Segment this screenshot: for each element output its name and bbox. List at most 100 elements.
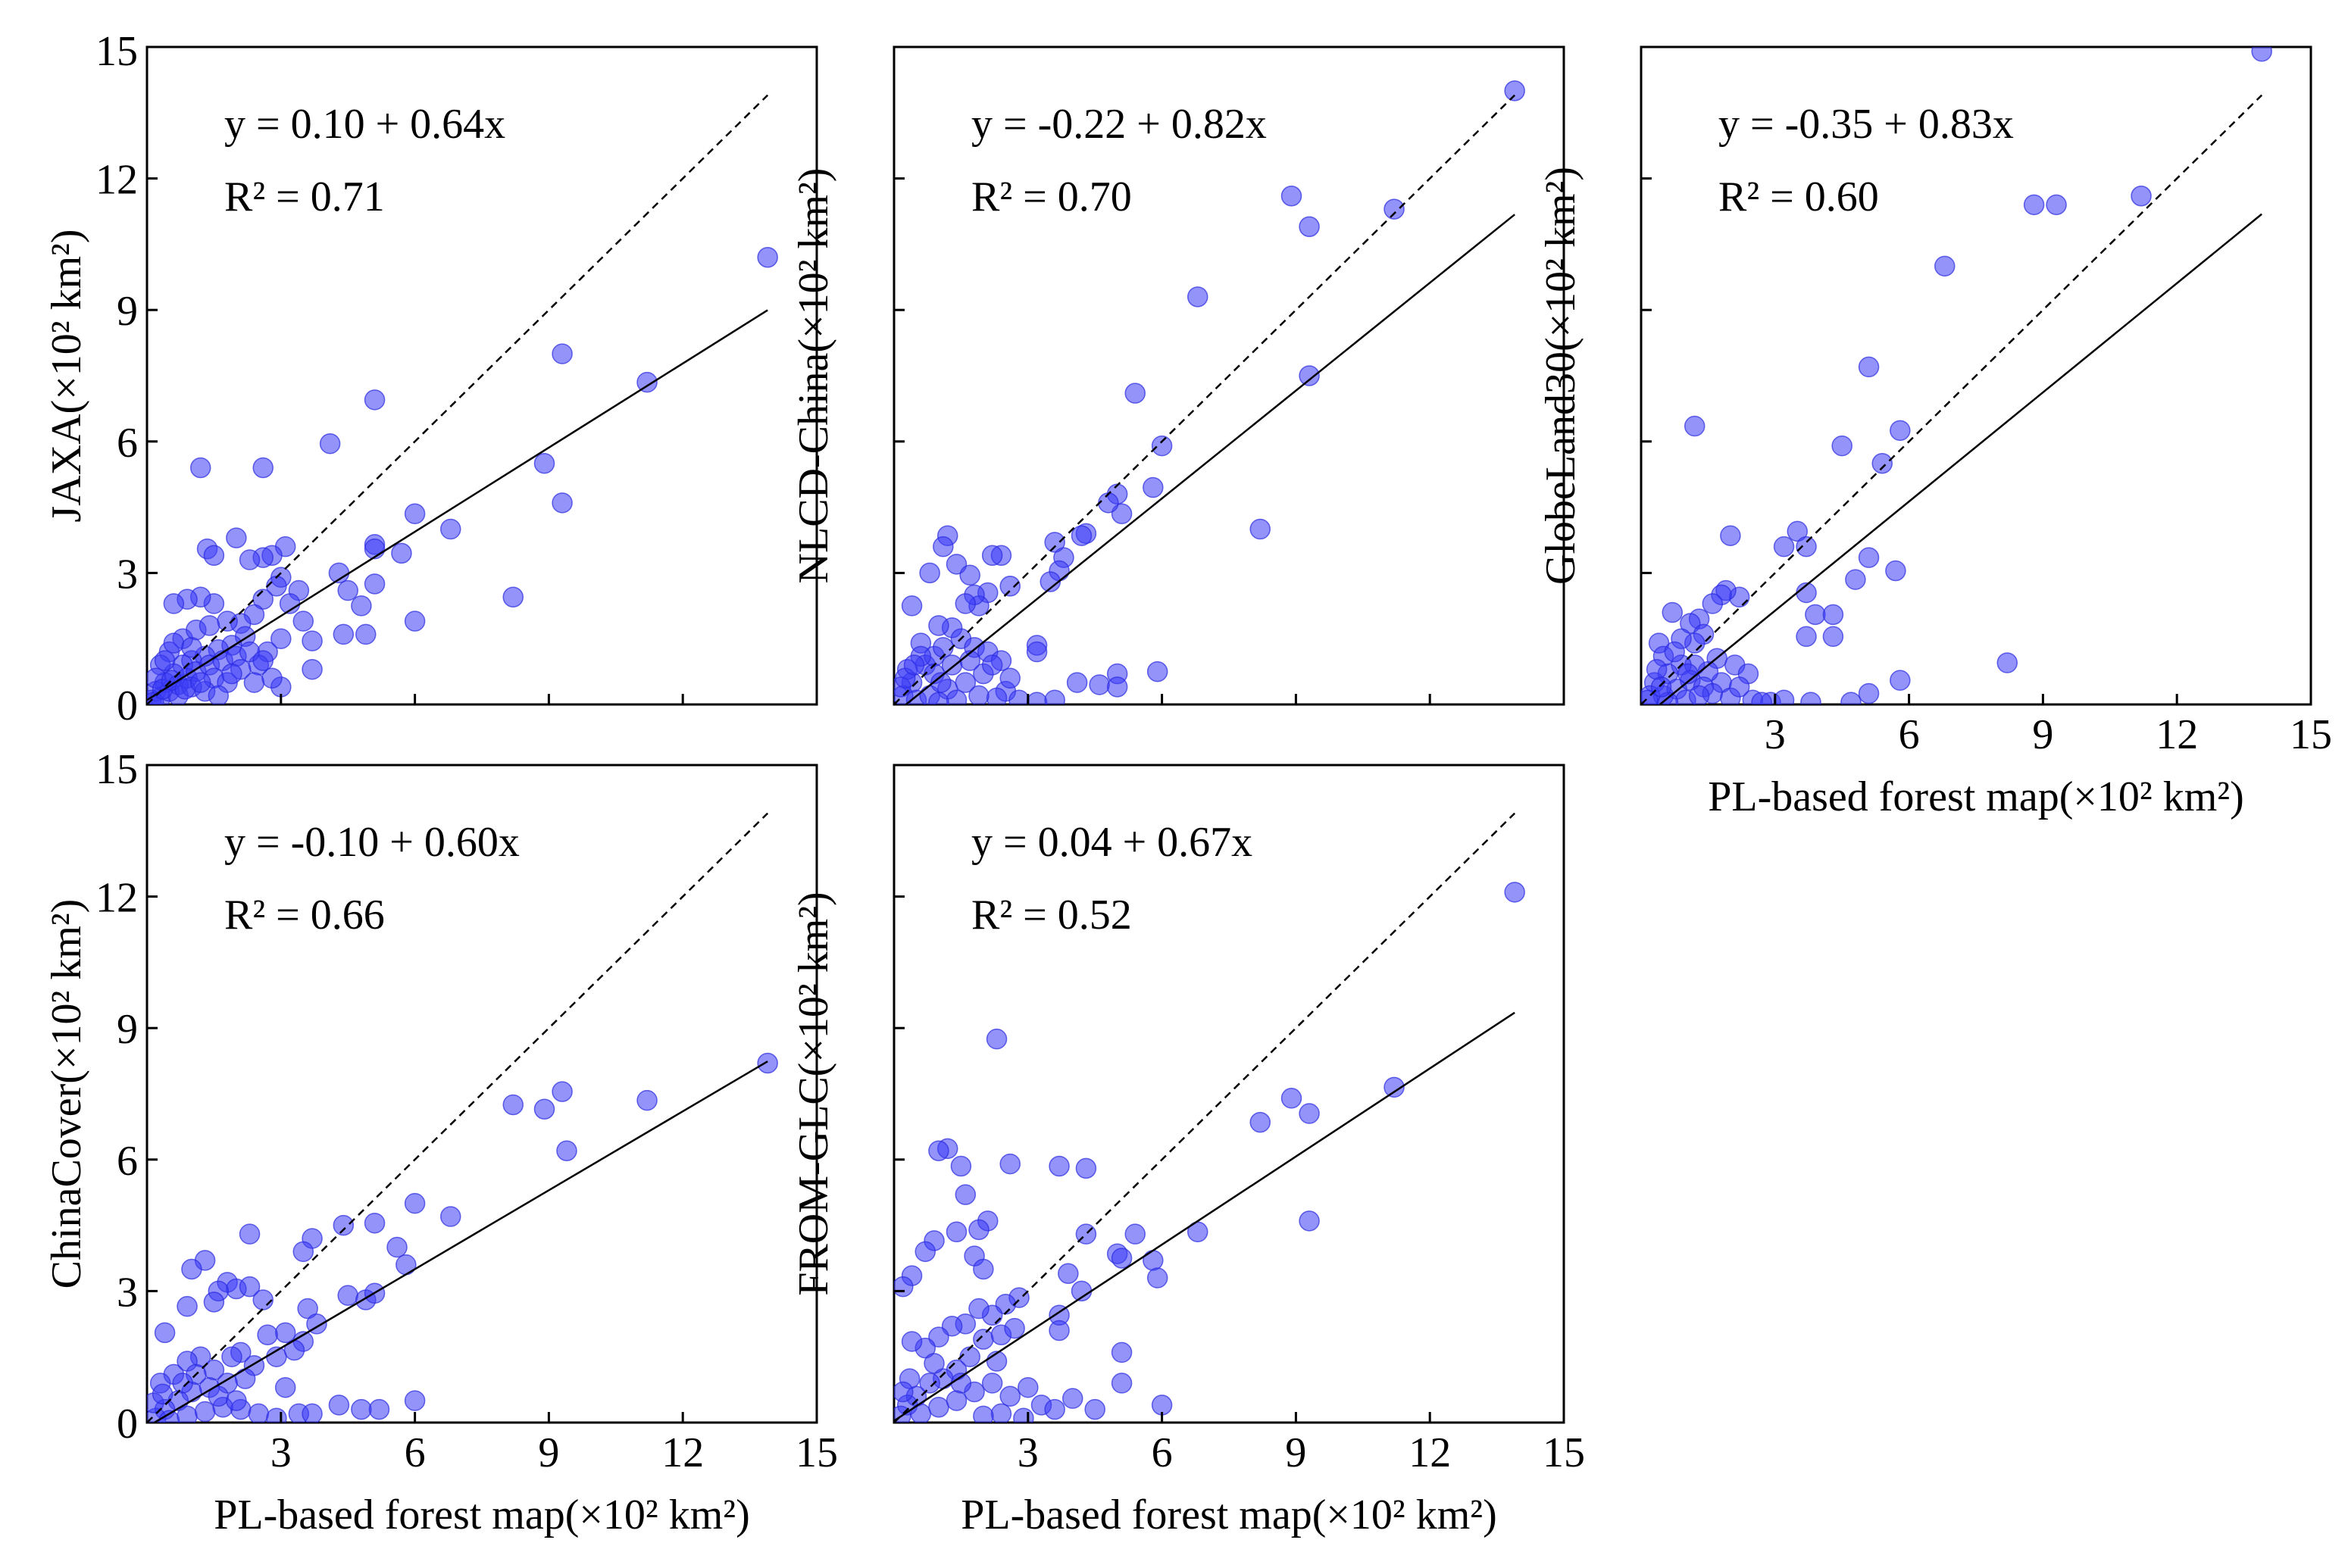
data-point [1383,1076,1405,1098]
data-point [1249,1111,1271,1133]
data-point [973,1405,994,1423]
data-point [364,538,386,560]
r-squared: R² = 0.70 [971,173,1132,220]
data-point [999,1385,1021,1407]
y-tick-label: 0 [117,1401,138,1448]
regression-equation: y = 0.10 + 0.64x [224,101,505,148]
data-point [1796,536,1817,558]
data-point [404,1390,426,1411]
data-point [221,1346,242,1367]
y-tick-label: 12 [95,875,138,922]
plot-frame [145,764,818,1424]
data-point [333,1214,355,1236]
data-point [973,1258,994,1280]
data-point [243,672,265,693]
data-point [955,593,977,614]
data-point [1702,593,1724,614]
data-point [1796,626,1817,648]
data-point [1111,1248,1133,1269]
data-point [239,1276,261,1298]
data-point [1751,692,1772,704]
data-point [757,247,778,268]
data-point [364,1212,386,1234]
data-point [757,1052,778,1074]
data-point [1044,689,1065,704]
data-point [239,549,261,570]
data-point [1111,1373,1133,1394]
data-point [292,1241,314,1263]
data-point [163,593,185,614]
data-point [1787,520,1809,542]
data-point [1044,532,1065,553]
data-point [2023,194,2045,216]
regression-line [147,309,768,701]
data-point [933,536,954,558]
data-point [396,1254,417,1276]
scatter-panel-2: y = -0.22 + 0.82x R² = 0.70 NLCD-China(×10… [790,45,1565,706]
r-squared: R² = 0.52 [971,892,1132,939]
data-point [302,658,323,680]
data-point [1684,415,1706,437]
scatter-panel-1: y = 0.10 + 0.64x R² = 0.71 0 3 6 9 12 15 JAXA(×1… [43,28,818,729]
data-point [1299,1103,1320,1124]
x-axis-label: PL-based forest map(×10² km²) [1708,773,2243,820]
x-tick-label: 6 [1899,711,1920,758]
data-point [1146,661,1168,682]
y-tick-label: 12 [95,157,138,204]
data-point [189,672,211,693]
data-point [1106,676,1128,698]
data-point [1805,604,1826,626]
data-point [915,1241,936,1263]
r-squared: R² = 0.66 [224,892,385,939]
data-point [239,1223,261,1245]
data-point [1773,536,1795,558]
data-point [552,343,573,364]
data-point [1383,198,1405,220]
data-point [1026,692,1048,704]
one-to-one-line [894,812,1516,1423]
data-point [234,1368,256,1389]
data-point [252,1289,274,1310]
data-point [1044,1398,1065,1420]
data-point [181,1258,202,1280]
data-point [928,692,949,704]
data-point [194,1401,216,1423]
data-point [1845,569,1866,590]
data-point [270,628,292,649]
data-point [1084,1398,1105,1420]
data-point [924,1353,945,1374]
data-point [355,623,377,645]
data-point [154,1322,176,1344]
data-point [1143,476,1164,498]
data-point [999,576,1021,597]
data-point [928,1140,949,1161]
data-point [1075,1157,1097,1179]
data-point [981,545,1003,567]
data-point [221,663,242,685]
y-axis-label: ChinaCover(×10² km²) [43,899,90,1289]
y-axis-label: GlobeLand30(×10² km²) [1537,167,1584,585]
data-point [955,672,977,693]
data-point [217,611,238,632]
data-point [999,1153,1021,1175]
data-point [172,1373,193,1394]
data-point [636,371,658,393]
regression-equation: y = 0.04 + 0.67x [971,819,1252,866]
data-point [302,630,323,651]
data-point [1890,420,1911,442]
data-point [177,1295,198,1317]
data-point [1664,641,1685,663]
data-point [1800,692,1821,704]
x-tick-label: 6 [1152,1429,1173,1476]
data-point [1299,1210,1320,1232]
y-axis-label: JAXA(×10² km²) [43,229,90,522]
data-point [1299,216,1320,238]
data-point [919,562,940,584]
data-point [1858,547,1880,568]
data-point [533,1098,555,1120]
data-point [226,1390,247,1411]
data-point [1013,1407,1034,1423]
data-point [1111,1342,1133,1363]
data-point [2046,194,2067,216]
data-point [894,1276,914,1298]
